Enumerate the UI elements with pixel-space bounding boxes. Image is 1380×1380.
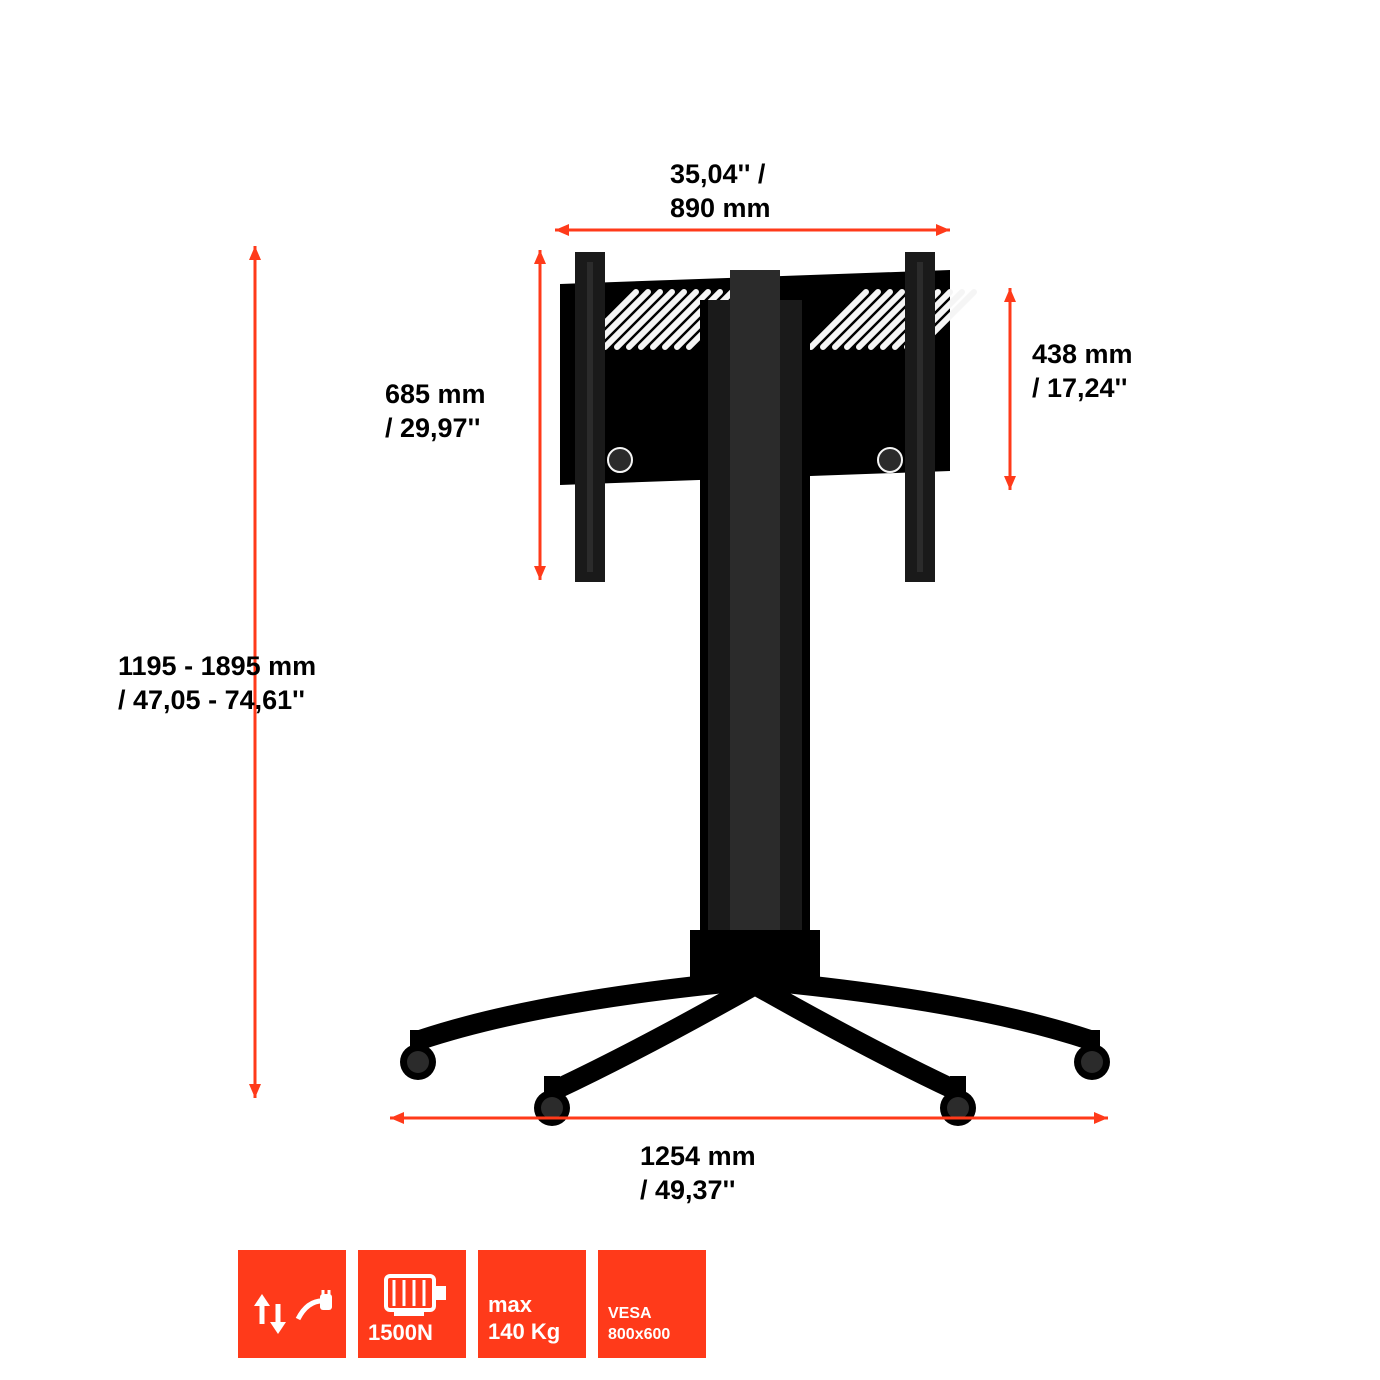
dim-label-line2: / 49,37''	[640, 1174, 756, 1208]
diagram-page: 35,04'' /890 mm 438 mm/ 17,24'' 685 mm/ 29…	[0, 0, 1380, 1380]
dim-label-line1: 1254 mm	[640, 1140, 756, 1174]
spec-line1: max	[488, 1294, 532, 1316]
motor-icon	[368, 1262, 456, 1322]
dim-label-line2: 890 mm	[670, 192, 771, 226]
spec-row: 1500N max 140 Kg VESA 800x600	[238, 1250, 706, 1358]
spec-line2: 140 Kg	[488, 1320, 560, 1344]
spec-motorized	[238, 1250, 346, 1358]
dim-label-line2: / 17,24''	[1032, 372, 1133, 406]
lift-plug-icon	[248, 1284, 336, 1344]
spec-force: 1500N	[358, 1250, 466, 1358]
spec-line1: VESA	[608, 1305, 652, 1323]
dim-label-line1: 1195 - 1895 mm	[118, 650, 316, 684]
dim-label-top_width: 35,04'' /890 mm	[670, 158, 771, 226]
spec-line2: 800x600	[608, 1326, 670, 1344]
spec-line1: 1500N	[368, 1322, 433, 1344]
dim-label-line1: 685 mm	[385, 378, 486, 412]
dim-label-base_w: 1254 mm/ 49,37''	[640, 1140, 756, 1208]
spec-vesa: VESA 800x600	[598, 1250, 706, 1358]
dim-label-bracket_h: 685 mm/ 29,97''	[385, 378, 486, 446]
dim-label-mount_h: 438 mm/ 17,24''	[1032, 338, 1133, 406]
dim-label-line2: / 29,97''	[385, 412, 486, 446]
dim-label-line2: / 47,05 - 74,61''	[118, 684, 316, 718]
spec-maxload: max 140 Kg	[478, 1250, 586, 1358]
dim-label-line1: 438 mm	[1032, 338, 1133, 372]
dim-label-total_h: 1195 - 1895 mm/ 47,05 - 74,61''	[118, 650, 316, 718]
dim-label-line1: 35,04'' /	[670, 158, 771, 192]
